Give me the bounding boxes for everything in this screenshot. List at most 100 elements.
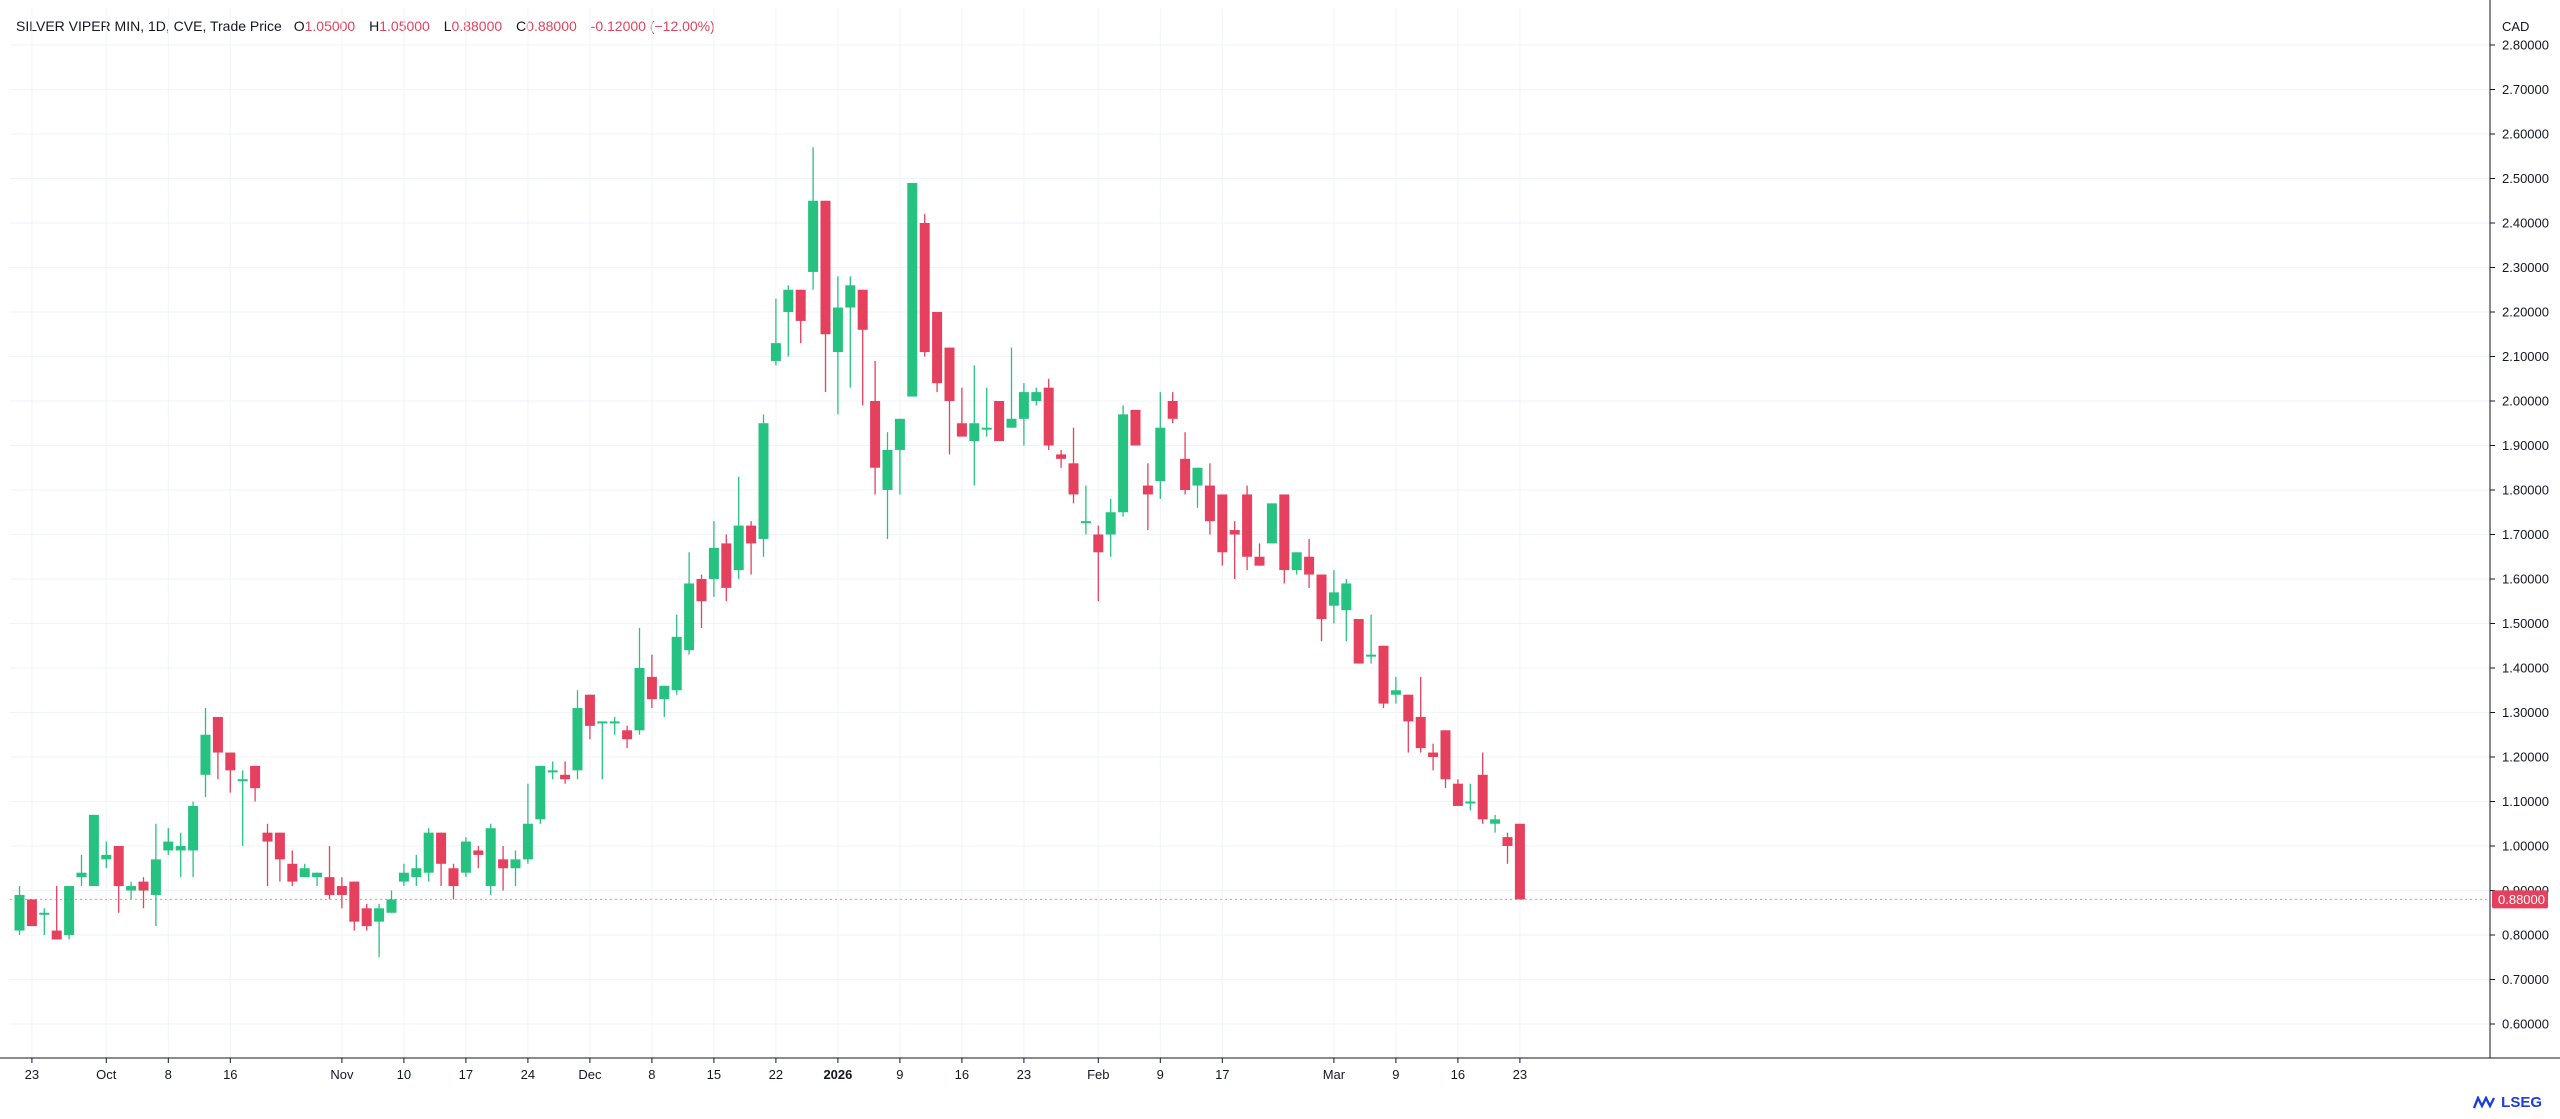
candle-body <box>1316 574 1327 620</box>
candle-body <box>1279 494 1290 571</box>
candle-body <box>1490 819 1501 824</box>
candle-body <box>1105 512 1116 535</box>
x-tick-label: 9 <box>1157 1067 1164 1082</box>
candle-body <box>820 200 831 335</box>
candle-body <box>287 863 298 882</box>
up-candle <box>237 770 248 846</box>
down-candle <box>324 846 335 900</box>
currency-label: CAD <box>2502 19 2529 34</box>
up-candle <box>634 627 645 735</box>
x-tick-label: 2026 <box>823 1067 852 1082</box>
candle-body <box>1006 418 1017 428</box>
candle-body <box>783 289 794 312</box>
candle-body <box>646 676 657 700</box>
up-candle <box>1155 392 1166 499</box>
down-candle <box>919 214 930 357</box>
down-candle <box>994 401 1005 442</box>
x-tick-label: 22 <box>769 1067 783 1082</box>
down-candle <box>1279 494 1290 584</box>
candle-body <box>808 200 819 272</box>
down-candle <box>1452 779 1463 806</box>
candle-body <box>14 894 25 931</box>
y-tick-label: 2.80000 <box>2502 38 2549 53</box>
candle-body <box>299 868 310 878</box>
candle-body <box>1167 401 1178 419</box>
candle-body <box>498 859 509 869</box>
candle-body <box>1328 592 1339 606</box>
down-candle <box>274 832 285 882</box>
up-candle <box>510 850 521 887</box>
up-candle <box>907 182 918 397</box>
candle-body <box>572 708 583 771</box>
down-candle <box>1514 823 1525 900</box>
up-candle <box>547 761 558 780</box>
close-key: C <box>516 18 527 34</box>
up-candle <box>522 783 533 864</box>
down-candle <box>870 360 881 495</box>
up-candle <box>1018 383 1029 446</box>
x-tick-label: 8 <box>165 1067 172 1082</box>
candle-body <box>1130 409 1141 446</box>
down-candle <box>746 521 757 575</box>
y-tick-label: 1.40000 <box>2502 661 2549 676</box>
up-candle <box>374 903 385 958</box>
candle-body <box>1068 463 1079 495</box>
candle-body <box>324 877 335 895</box>
x-tick-label: 16 <box>223 1067 237 1082</box>
down-candle <box>1130 409 1141 446</box>
candle-body <box>758 423 769 539</box>
candle-body <box>1477 774 1488 820</box>
x-tick-label: 15 <box>707 1067 721 1082</box>
y-tick-label: 2.10000 <box>2502 349 2549 364</box>
down-candle <box>820 200 831 393</box>
x-tick-label: 16 <box>955 1067 969 1082</box>
y-tick-label: 2.00000 <box>2502 394 2549 409</box>
up-candle <box>88 814 99 887</box>
down-candle <box>560 761 571 784</box>
up-candle <box>572 690 583 780</box>
candle-body <box>1465 801 1476 804</box>
down-candle <box>646 654 657 709</box>
symbol-title: SILVER VIPER MIN, 1D, CVE, Trade Price <box>16 18 282 34</box>
x-tick-label: Nov <box>330 1067 354 1082</box>
down-candle <box>1415 676 1426 753</box>
y-tick-label: 2.50000 <box>2502 171 2549 186</box>
up-candle <box>485 823 496 895</box>
candle-body <box>609 721 620 724</box>
candle-body <box>188 805 199 851</box>
down-candle <box>1229 521 1240 579</box>
candle-body <box>212 716 223 753</box>
up-candle <box>597 721 608 780</box>
candle-body <box>1155 427 1166 482</box>
down-candle <box>1068 427 1079 504</box>
candle-body <box>1341 583 1352 611</box>
up-candle <box>188 801 199 878</box>
up-candle <box>411 854 422 887</box>
down-candle <box>349 881 360 931</box>
candle-body <box>113 846 124 887</box>
y-tick-label: 2.20000 <box>2502 305 2549 320</box>
up-candle <box>1465 783 1476 811</box>
candle-body <box>622 730 633 740</box>
candle-body <box>1254 556 1265 566</box>
candle-body <box>696 579 707 602</box>
up-candle <box>76 854 87 887</box>
candle-body <box>175 846 186 851</box>
candle-body <box>39 912 50 915</box>
x-tick-label: 23 <box>25 1067 39 1082</box>
candle-body <box>312 872 323 878</box>
change-value: -0.12000 (−12.00%) <box>590 18 715 34</box>
up-candle <box>671 614 682 695</box>
candle-body <box>1440 730 1451 780</box>
lseg-logo-icon <box>2473 1095 2496 1109</box>
y-tick-label: 2.30000 <box>2502 260 2549 275</box>
high-value: 1.05000 <box>379 18 430 34</box>
candle-body <box>1192 467 1203 486</box>
up-candle <box>39 908 50 935</box>
up-candle <box>969 365 980 486</box>
down-candle <box>795 289 806 344</box>
x-tick-label: Mar <box>1323 1067 1346 1082</box>
last-price-label: 0.88000 <box>2498 892 2545 907</box>
x-tick-label: 24 <box>521 1067 535 1082</box>
